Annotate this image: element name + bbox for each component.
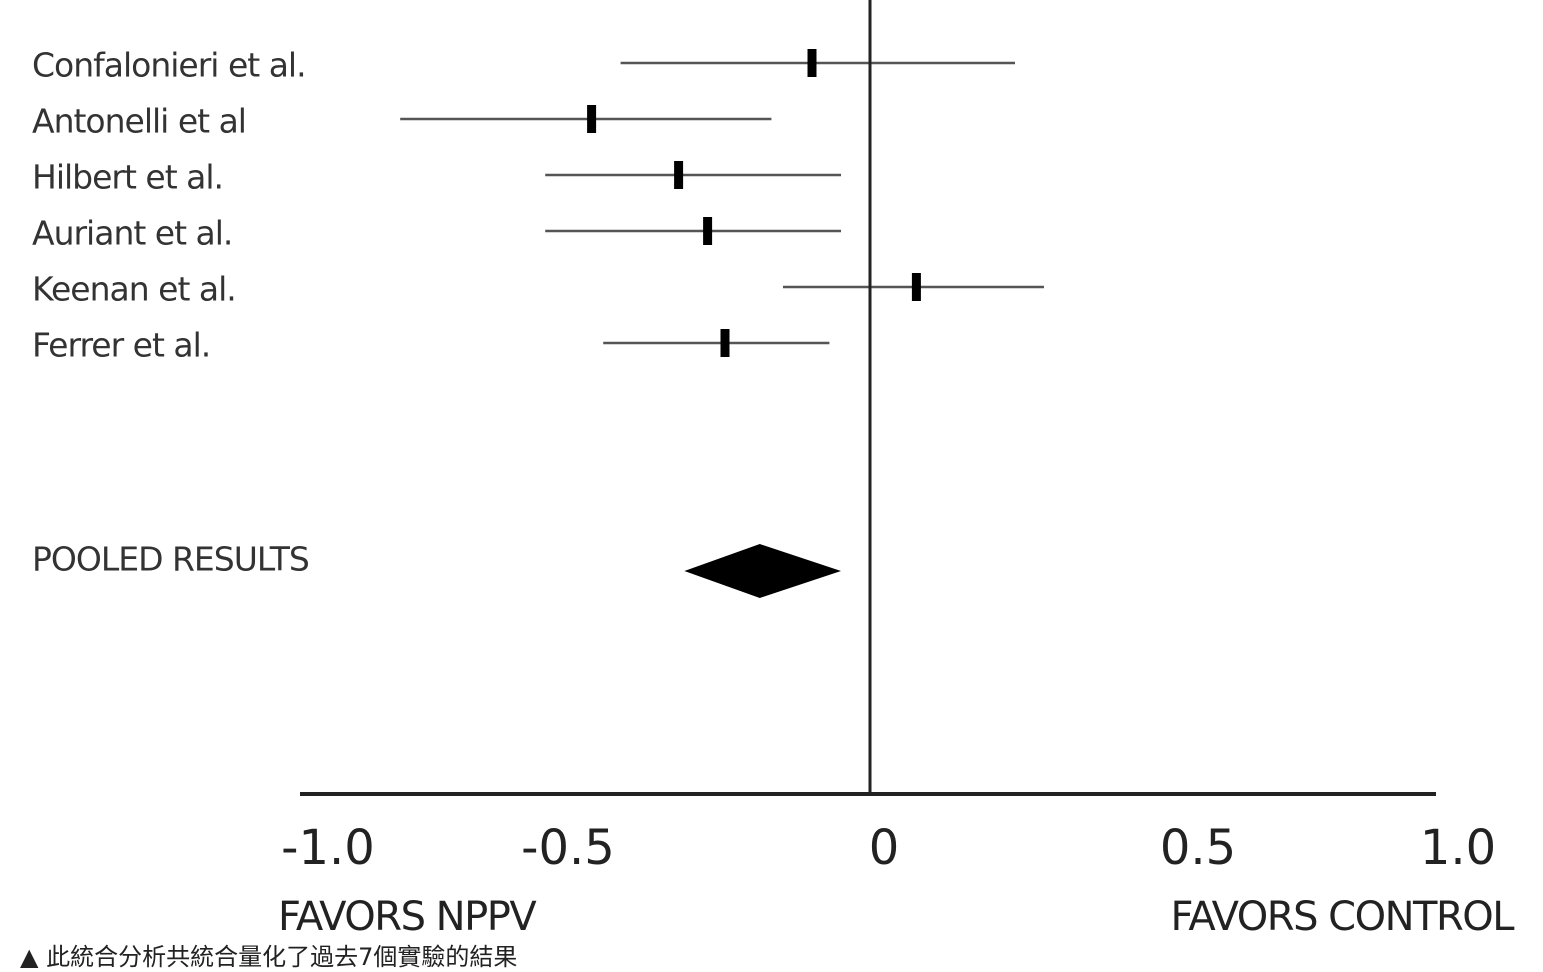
point-estimate bbox=[587, 105, 597, 133]
pooled-label: POOLED RESULTS bbox=[32, 540, 309, 579]
study-label: Keenan et al. bbox=[32, 270, 236, 309]
point-estimate bbox=[703, 217, 713, 245]
favors-nppv-label: FAVORS NPPV bbox=[278, 894, 537, 940]
point-estimates bbox=[587, 49, 921, 357]
study-labels: Confalonieri et al. Antonelli et al Hilber… bbox=[32, 46, 307, 365]
x-tick-label: 0 bbox=[869, 820, 900, 876]
confidence-intervals bbox=[400, 61, 1044, 345]
point-estimate bbox=[807, 49, 817, 77]
point-estimate bbox=[720, 329, 730, 357]
point-estimate bbox=[911, 273, 921, 301]
point-estimate bbox=[674, 161, 684, 189]
x-tick-labels: -1.0 -0.5 0 0.5 1.0 bbox=[281, 820, 1496, 876]
x-tick-label: -0.5 bbox=[521, 820, 615, 876]
x-tick-label: -1.0 bbox=[281, 820, 375, 876]
favors-control-label: FAVORS CONTROL bbox=[1170, 894, 1515, 940]
figure-caption: ▲ 此統合分析共統合量化了過去7個實驗的結果 bbox=[20, 943, 518, 971]
study-label: Auriant et al. bbox=[32, 214, 232, 253]
study-label: Ferrer et al. bbox=[32, 326, 210, 365]
pooled-diamond bbox=[684, 544, 841, 598]
study-label: Confalonieri et al. bbox=[32, 46, 306, 85]
x-tick-label: 1.0 bbox=[1420, 820, 1496, 876]
x-tick-label: 0.5 bbox=[1160, 820, 1236, 876]
study-label: Hilbert et al. bbox=[32, 158, 223, 197]
study-label: Antonelli et al bbox=[32, 102, 246, 141]
